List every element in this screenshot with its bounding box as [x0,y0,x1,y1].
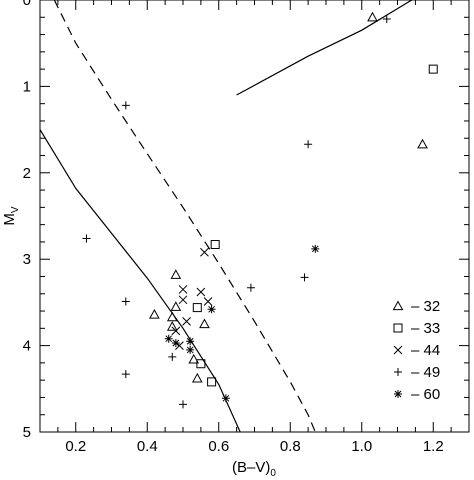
y-axis-label-sub: V [10,206,21,213]
legend-marker-cross [393,345,403,355]
triangle-point [367,11,378,22]
legend-marker-triangle [392,300,404,311]
y-tick-label: 1 [23,78,31,95]
solid-curve-2 [39,129,241,433]
cross-point [203,297,213,306]
cross-point [182,317,191,326]
plus-point [82,234,91,243]
triangle-point [166,311,178,322]
cross-point [178,295,188,305]
plot-frame [39,0,470,433]
asterisk-point [164,334,173,343]
x-tick-label: 0.4 [137,438,158,455]
asterisk-point [207,305,216,314]
solid-curve-1 [236,0,413,96]
y-tick-label: 4 [23,338,31,355]
plus-point [121,101,130,110]
cross-point [200,247,209,257]
cross-point [171,326,181,336]
plus-point [300,273,309,282]
x-tick-label: 0.6 [208,438,229,455]
y-axis-label-main: M [1,213,18,226]
x-tick-label: 0.8 [280,438,301,455]
legend: – 32 – 33 – 44 – 49 – 60 [392,298,440,403]
x-tick-label: 1.2 [423,438,444,455]
square-point [196,359,206,369]
x-tick-label: 1.0 [351,438,372,455]
square-point [428,64,438,74]
data-points [82,11,438,409]
triangle-point [166,321,178,331]
triangle-point [170,269,182,279]
legend-marker-plus [394,368,402,376]
axis-ticks: 0.2 0.4 0.6 0.8 1.0 1.2 0 1 2 3 4 5 [23,0,470,455]
asterisk-point [186,337,195,346]
curves [39,0,413,433]
legend-label: – 60 [411,386,440,403]
legend-marker-square [393,323,403,333]
plus-point [121,297,130,306]
legend-label: – 44 [411,342,440,359]
legend-label: – 33 [411,320,440,337]
plus-point [304,140,313,149]
asterisk-point [311,244,320,253]
square-point [207,377,217,387]
triangle-point [199,318,210,329]
legend-label: – 32 [411,298,440,315]
y-tick-label: 5 [23,424,31,441]
plus-point [246,283,255,292]
triangle-point [149,308,160,319]
dashed-curve-3 [53,0,316,433]
legend-label: – 49 [411,364,440,381]
asterisk-point [186,345,195,354]
square-point [210,240,220,250]
plus-point [121,370,130,379]
cross-point [196,287,206,297]
x-axis-label: (B–V)0 [232,459,276,479]
triangle-point [170,301,182,311]
triangle-point [191,372,203,383]
y-axis-label: MV [1,206,21,226]
plus-point [179,400,187,409]
legend-marker-asterisk [394,390,402,398]
y-tick-label: 2 [23,165,31,182]
asterisk-point [171,339,180,348]
y-tick-label: 0 [23,0,31,9]
x-axis-label-main: (B–V) [232,459,270,476]
x-tick-label: 0.2 [65,438,86,455]
plus-point [168,352,177,361]
square-point [192,303,202,313]
cross-point [178,285,188,294]
x-axis-label-sub: 0 [270,468,276,479]
triangle-point [188,353,200,364]
plus-point [382,15,391,24]
y-tick-label: 3 [23,251,31,268]
asterisk-point [221,394,230,403]
triangle-point [417,138,428,149]
